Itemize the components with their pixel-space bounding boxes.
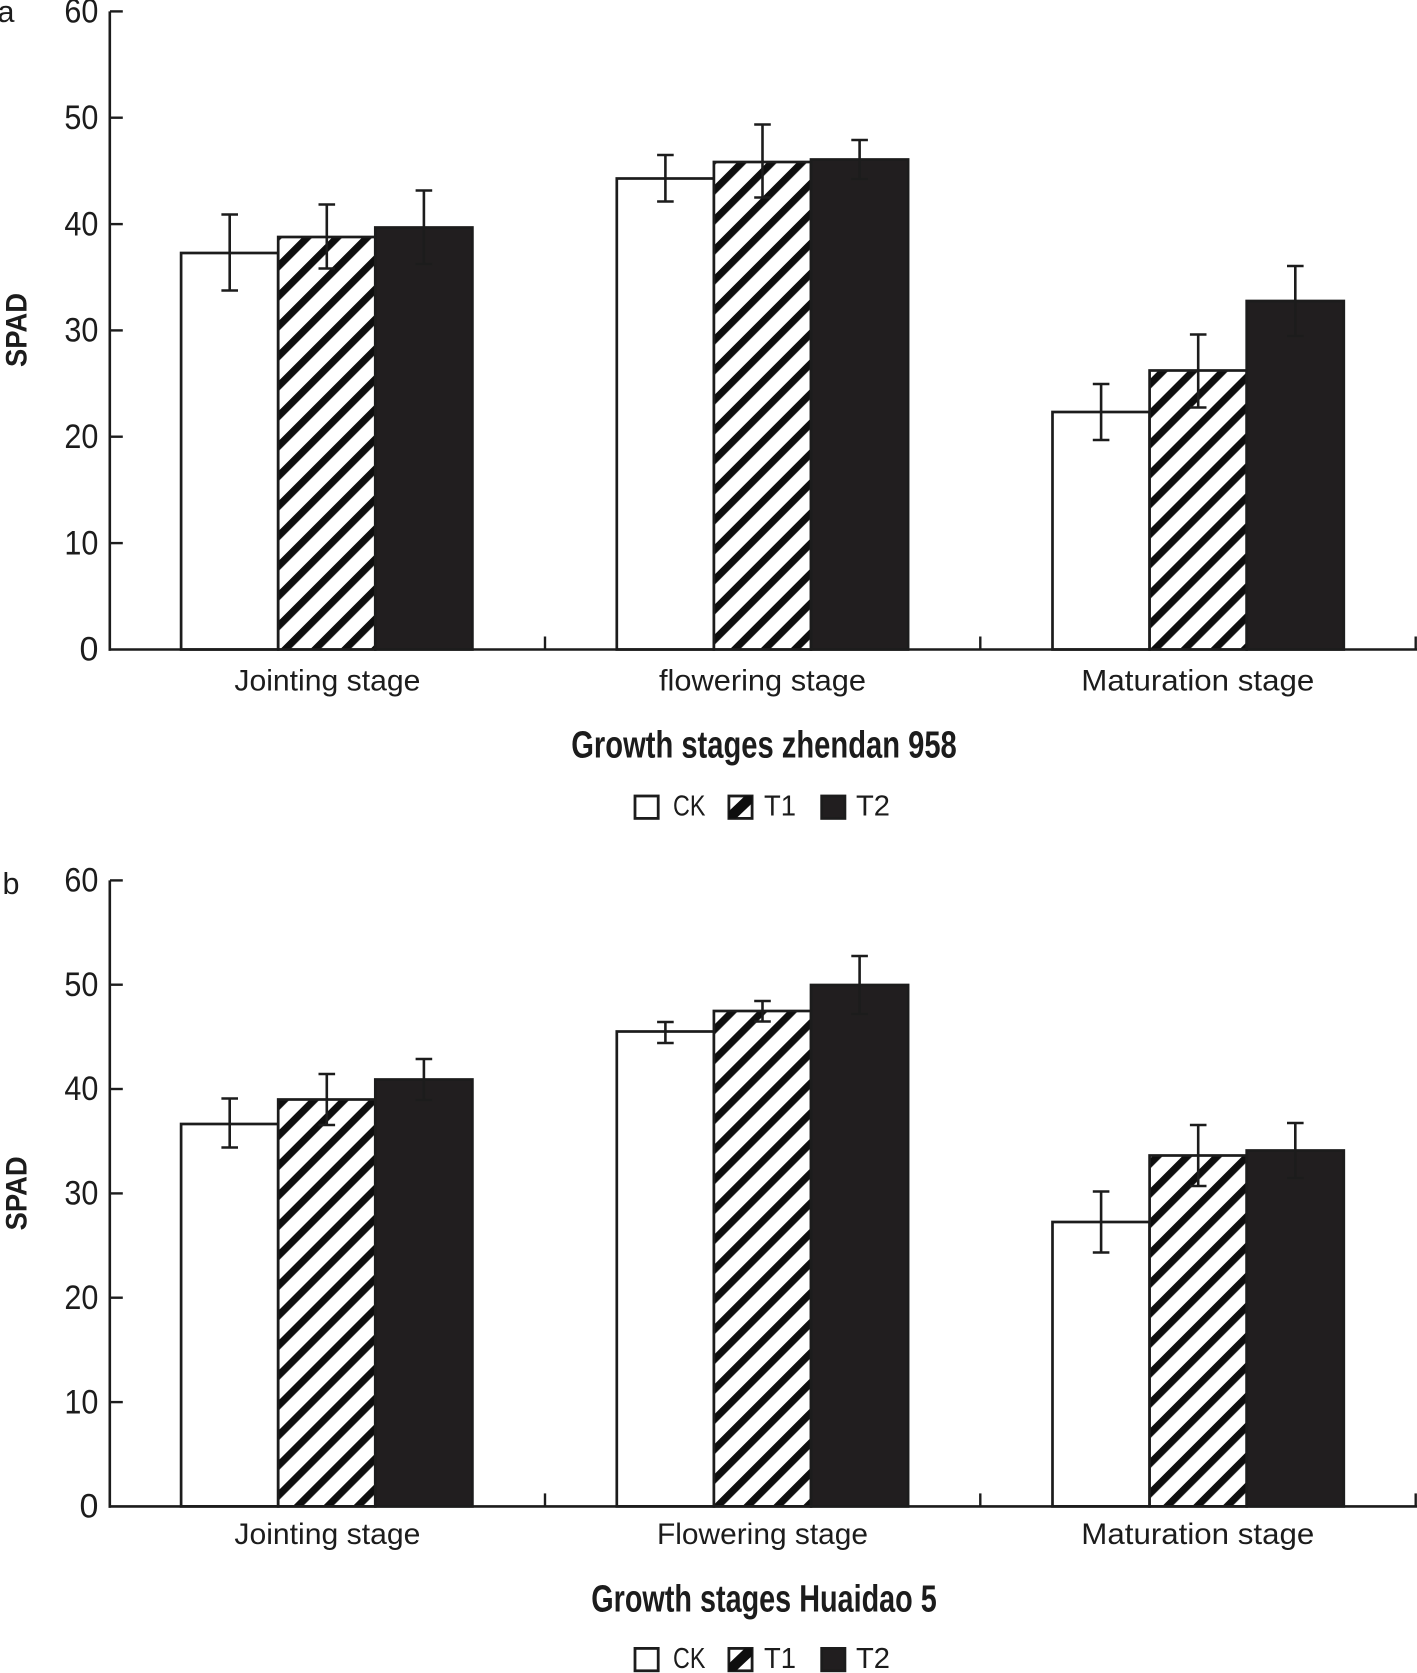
svg-text:60: 60: [64, 0, 98, 31]
svg-text:Flowering stage: Flowering stage: [657, 1518, 868, 1551]
svg-text:T2: T2: [856, 1643, 890, 1673]
svg-text:flowering stage: flowering stage: [659, 665, 866, 698]
svg-text:40: 40: [64, 205, 98, 243]
svg-text:SPAD: SPAD: [0, 1156, 33, 1230]
svg-text:b: b: [3, 867, 20, 901]
svg-text:20: 20: [64, 1279, 98, 1317]
svg-text:10: 10: [64, 524, 98, 562]
svg-text:T1: T1: [764, 791, 796, 823]
svg-text:Maturation stage: Maturation stage: [1081, 1518, 1314, 1551]
svg-text:CK: CK: [673, 1643, 706, 1673]
svg-text:SPAD: SPAD: [0, 293, 33, 367]
svg-text:40: 40: [64, 1070, 98, 1108]
svg-text:T2: T2: [856, 791, 890, 823]
svg-text:a: a: [0, 0, 15, 29]
svg-text:30: 30: [64, 1175, 98, 1213]
svg-text:20: 20: [64, 418, 98, 456]
svg-text:50: 50: [64, 966, 98, 1004]
svg-text:50: 50: [64, 99, 98, 137]
svg-text:Jointing stage: Jointing stage: [234, 665, 420, 698]
svg-text:30: 30: [64, 312, 98, 350]
svg-text:T1: T1: [764, 1643, 796, 1673]
svg-text:60: 60: [64, 862, 98, 900]
svg-text:CK: CK: [673, 791, 706, 823]
svg-text:Jointing stage: Jointing stage: [234, 1518, 420, 1551]
svg-text:0: 0: [79, 1488, 98, 1526]
svg-text:10: 10: [64, 1383, 98, 1421]
svg-text:0: 0: [79, 631, 98, 669]
svg-text:Maturation stage: Maturation stage: [1081, 665, 1314, 698]
svg-text:Growth stages zhendan 958: Growth stages zhendan 958: [571, 725, 957, 767]
svg-text:Growth stages Huaidao 5: Growth stages Huaidao 5: [591, 1579, 937, 1621]
